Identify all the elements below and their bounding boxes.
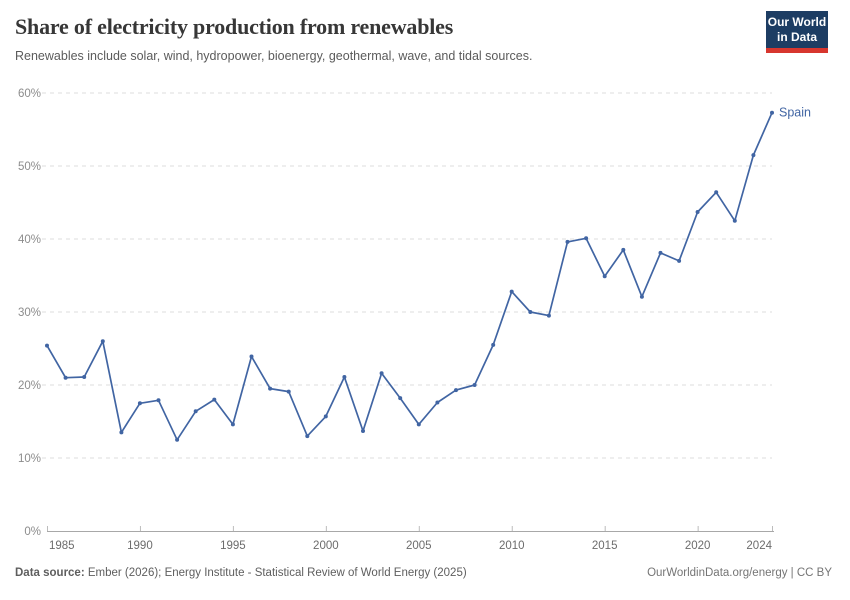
data-point[interactable] <box>435 400 440 405</box>
data-point[interactable] <box>379 371 384 376</box>
data-point[interactable] <box>286 389 291 394</box>
y-axis-label: 30% <box>18 307 41 319</box>
data-point[interactable] <box>565 239 570 244</box>
y-axis-label: 0% <box>24 526 41 538</box>
data-point[interactable] <box>491 342 496 347</box>
series-end-label-spain[interactable]: Spain <box>779 106 811 120</box>
data-point[interactable] <box>677 258 682 263</box>
x-axis-label: 1985 <box>49 540 75 552</box>
data-point[interactable] <box>45 343 49 348</box>
y-axis-label: 40% <box>18 234 41 246</box>
data-point[interactable] <box>63 375 68 380</box>
spain-series-line[interactable] <box>46 111 773 441</box>
data-point[interactable] <box>658 250 663 255</box>
data-point[interactable] <box>361 429 365 433</box>
data-point[interactable] <box>602 274 607 279</box>
chart-title: Share of electricity production from ren… <box>15 14 454 39</box>
y-axis-label: 60% <box>18 88 41 100</box>
data-point[interactable] <box>695 210 700 214</box>
data-point[interactable] <box>639 294 644 299</box>
owid-logo-line2: in Data <box>776 30 817 44</box>
x-axis-label: 2005 <box>406 540 432 552</box>
data-point[interactable] <box>416 422 421 427</box>
data-point[interactable] <box>323 414 328 419</box>
data-point[interactable] <box>509 289 514 294</box>
x-axis-label: 1990 <box>127 540 153 552</box>
data-source-text: Ember (2026); Energy Institute - Statist… <box>84 567 467 579</box>
y-axis-label: 20% <box>18 380 41 392</box>
data-point[interactable] <box>175 437 180 442</box>
data-point[interactable] <box>156 398 161 403</box>
data-point[interactable] <box>137 401 142 406</box>
data-point[interactable] <box>528 310 533 314</box>
x-axis-label: 2000 <box>313 540 339 552</box>
data-point[interactable] <box>621 247 626 252</box>
data-point[interactable] <box>212 397 217 402</box>
license-credit: OurWorldinData.org/energy | CC BY <box>647 567 832 579</box>
y-axis-label: 10% <box>18 453 41 465</box>
x-axis-label: 2010 <box>499 540 525 552</box>
data-point[interactable] <box>305 434 310 439</box>
x-axis-label: 1995 <box>220 540 246 552</box>
data-point[interactable] <box>82 375 87 379</box>
data-point[interactable] <box>119 430 124 435</box>
data-point[interactable] <box>546 313 551 318</box>
data-point[interactable] <box>454 388 458 393</box>
chart-header: Share of electricity production from ren… <box>15 14 750 63</box>
chart-subtitle: Renewables include solar, wind, hydropow… <box>15 49 533 63</box>
data-source-note: Data source: Ember (2026); Energy Instit… <box>15 567 467 579</box>
data-point[interactable] <box>193 409 198 414</box>
owid-logo[interactable]: Our World in Data <box>766 11 828 53</box>
owid-logo-line1: Our World <box>767 15 827 29</box>
chart-footer: Data source: Ember (2026); Energy Instit… <box>15 567 832 579</box>
data-point[interactable] <box>268 386 273 391</box>
data-point[interactable] <box>770 110 774 115</box>
data-source-label: Data source: <box>15 567 85 579</box>
data-point[interactable] <box>751 153 756 158</box>
data-point[interactable] <box>230 422 235 427</box>
data-point[interactable] <box>714 190 719 195</box>
data-point[interactable] <box>398 396 403 401</box>
data-point[interactable] <box>584 236 589 241</box>
y-axis-label: 50% <box>18 161 41 173</box>
x-axis-label: 2020 <box>685 540 711 552</box>
data-point[interactable] <box>100 339 105 344</box>
x-axis-label: 2024 <box>746 540 772 552</box>
data-point[interactable] <box>732 218 737 223</box>
data-point[interactable] <box>342 375 347 379</box>
data-point[interactable] <box>472 383 477 387</box>
data-point[interactable] <box>249 354 254 359</box>
x-axis-label: 2015 <box>592 540 618 552</box>
